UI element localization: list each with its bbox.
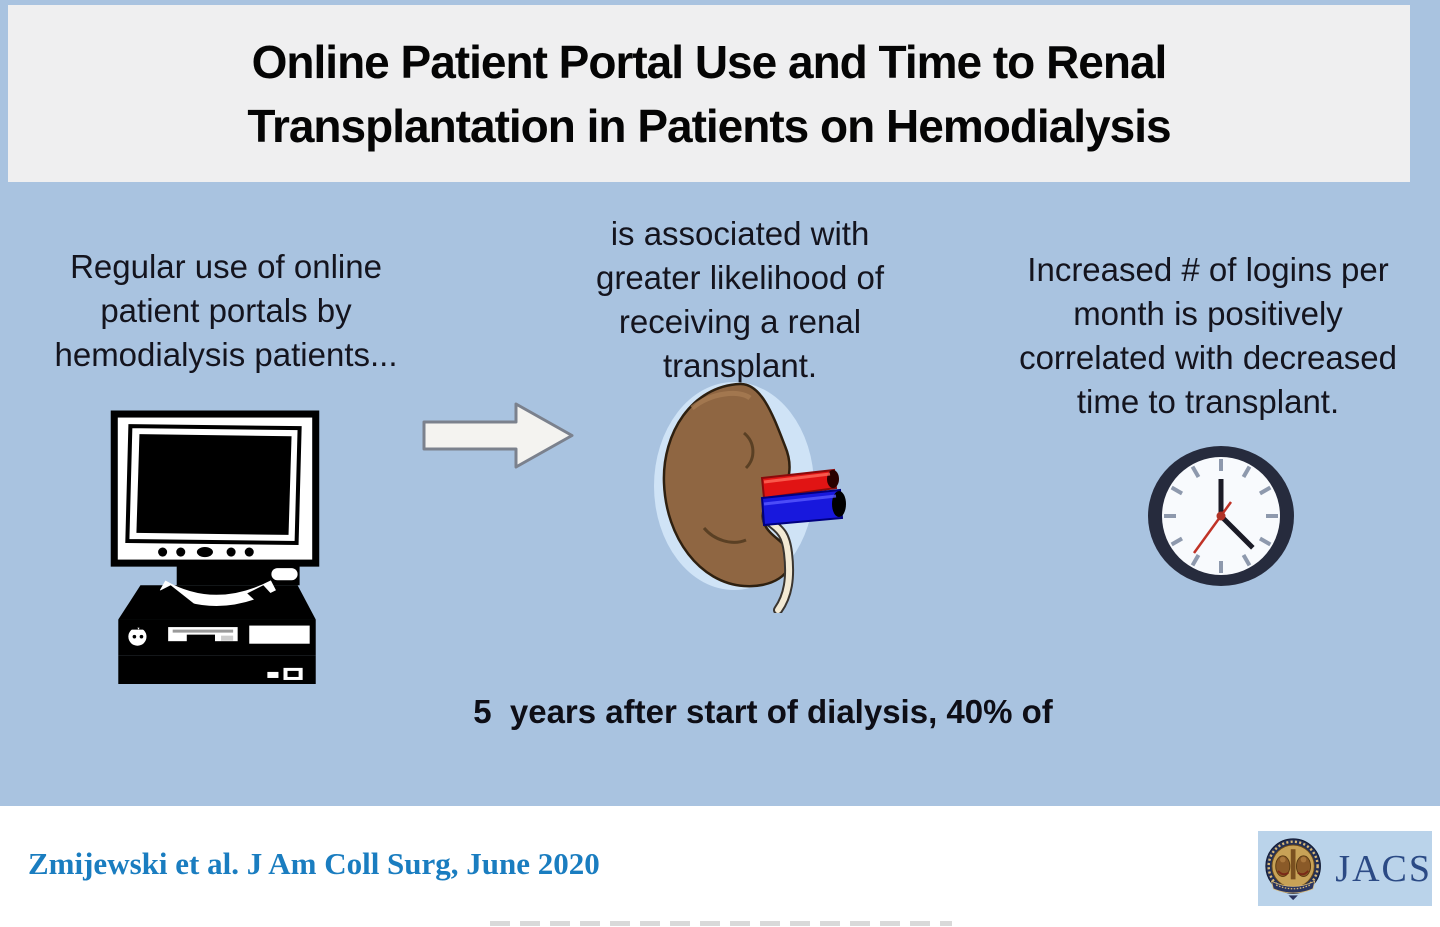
statistic-line: 5 years after start of dialysis, 40% of [473, 693, 1053, 730]
panel-left-line: hemodialysis patients... [54, 336, 398, 373]
panel-middle-line: greater likelihood of [595, 259, 884, 296]
panel-right-line: Increased # of logins per [1027, 251, 1389, 288]
page-title-line-1: Online Patient Portal Use and Time to Re… [251, 35, 1168, 88]
desktop-computer-icon [110, 410, 320, 684]
jacs-seal-icon [1265, 837, 1321, 900]
panel-left-text: Regular use of online patient portals by… [8, 245, 444, 377]
panel-right-line: correlated with decreased [1019, 339, 1397, 376]
panel-left-line: patient portals by [100, 292, 352, 329]
panel-middle-line: is associated with [610, 215, 870, 252]
jacs-logo: JACS [1258, 831, 1432, 906]
panel-middle-text: is associated with greater likelihood of… [510, 212, 970, 388]
panel-right-text: Increased # of logins per month is posit… [978, 248, 1438, 424]
panel-middle-line: transplant. [662, 347, 818, 384]
bottom-dashed-line [490, 921, 952, 926]
footer-bar [0, 806, 1440, 927]
clock-icon [1148, 446, 1294, 586]
citation-text: Zmijewski et al. J Am Coll Surg, June 20… [28, 846, 600, 881]
panel-right-line: month is positively [1073, 295, 1343, 332]
page-title-line-2: Transplantation in Patients on Hemodialy… [247, 99, 1171, 152]
panel-middle-line: receiving a renal [618, 303, 862, 340]
jacs-label: JACS [1335, 847, 1432, 890]
panel-left-line: Regular use of online [70, 248, 382, 285]
kidney-icon [654, 382, 846, 613]
title-bar: Online Patient Portal Use and Time to Re… [8, 5, 1410, 182]
right-arrow-icon [422, 402, 574, 469]
panel-right-line: time to transplant. [1076, 383, 1340, 420]
